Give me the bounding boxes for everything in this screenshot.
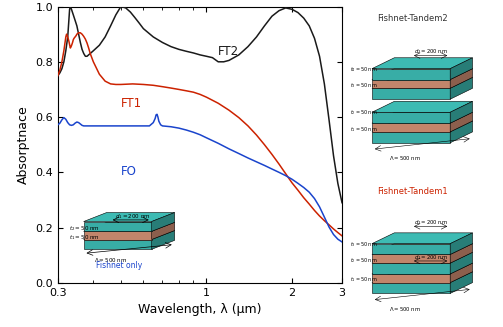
Text: $\Lambda = 500$ nm: $\Lambda = 500$ nm — [389, 154, 421, 162]
Text: FT1: FT1 — [121, 97, 142, 111]
Polygon shape — [83, 222, 175, 232]
Text: $t_1 = 50$ nm: $t_1 = 50$ nm — [69, 233, 100, 242]
Text: $t_4 = 50$ nm: $t_4 = 50$ nm — [350, 65, 377, 74]
Polygon shape — [372, 283, 450, 293]
Polygon shape — [450, 58, 472, 79]
Polygon shape — [372, 254, 450, 263]
Polygon shape — [83, 239, 151, 249]
Text: $t_3 = 50$ nm: $t_3 = 50$ nm — [350, 81, 377, 90]
Polygon shape — [372, 244, 450, 254]
Polygon shape — [372, 263, 472, 274]
Polygon shape — [372, 69, 472, 79]
Polygon shape — [151, 231, 175, 249]
Polygon shape — [372, 132, 450, 143]
Polygon shape — [372, 58, 472, 69]
Text: Fishnet-Tandem2: Fishnet-Tandem2 — [378, 14, 448, 23]
Text: $t_1 = 50$ nm: $t_1 = 50$ nm — [350, 125, 377, 134]
Text: FO: FO — [121, 165, 137, 178]
Polygon shape — [450, 121, 472, 143]
Polygon shape — [372, 233, 472, 244]
Polygon shape — [450, 77, 472, 99]
Polygon shape — [83, 231, 175, 239]
Polygon shape — [372, 88, 450, 99]
Polygon shape — [372, 123, 450, 132]
Polygon shape — [83, 213, 175, 222]
Polygon shape — [450, 101, 472, 123]
Polygon shape — [151, 222, 175, 239]
Polygon shape — [372, 252, 472, 263]
Text: Fishnet-Tandem1: Fishnet-Tandem1 — [378, 187, 448, 196]
Text: Fishnet only: Fishnet only — [96, 261, 142, 270]
Polygon shape — [450, 272, 472, 293]
Polygon shape — [450, 252, 472, 274]
Polygon shape — [372, 112, 472, 123]
Polygon shape — [450, 112, 472, 132]
Polygon shape — [450, 263, 472, 283]
Polygon shape — [372, 77, 472, 88]
Text: $t_1 = 50$ nm: $t_1 = 50$ nm — [350, 276, 377, 284]
Polygon shape — [372, 263, 450, 274]
Text: $t_2 = 50$ nm: $t_2 = 50$ nm — [69, 224, 100, 232]
Polygon shape — [372, 274, 450, 283]
Polygon shape — [450, 69, 472, 88]
Text: $t_3 = 50$ nm: $t_3 = 50$ nm — [350, 240, 377, 249]
Polygon shape — [372, 272, 472, 283]
Text: $t_2 = 50$ nm: $t_2 = 50$ nm — [350, 256, 377, 265]
Polygon shape — [372, 244, 472, 254]
Polygon shape — [372, 101, 472, 112]
Polygon shape — [372, 79, 450, 88]
X-axis label: Wavelength, λ (μm): Wavelength, λ (μm) — [138, 303, 262, 316]
Y-axis label: Absorptnace: Absorptnace — [17, 105, 30, 184]
Polygon shape — [83, 222, 151, 232]
Text: $d_2 = 200$ nm: $d_2 = 200$ nm — [414, 218, 449, 227]
Polygon shape — [372, 121, 472, 132]
Polygon shape — [151, 213, 175, 232]
Text: $d_2 = 200$ nm: $d_2 = 200$ nm — [414, 47, 449, 56]
Text: $\Lambda = 500$ nm: $\Lambda = 500$ nm — [389, 305, 421, 313]
Text: $d_1 = 200$ nm: $d_1 = 200$ nm — [414, 253, 449, 262]
Text: $t_2 = 50$ nm: $t_2 = 50$ nm — [350, 109, 377, 117]
Text: $d_1 = 200$ nm: $d_1 = 200$ nm — [115, 212, 150, 221]
Text: FT2: FT2 — [218, 45, 239, 58]
Polygon shape — [450, 233, 472, 254]
Polygon shape — [83, 232, 151, 239]
Text: $\Lambda = 500$ nm: $\Lambda = 500$ nm — [94, 256, 127, 264]
Polygon shape — [372, 112, 450, 123]
Polygon shape — [372, 69, 450, 79]
Polygon shape — [450, 244, 472, 263]
